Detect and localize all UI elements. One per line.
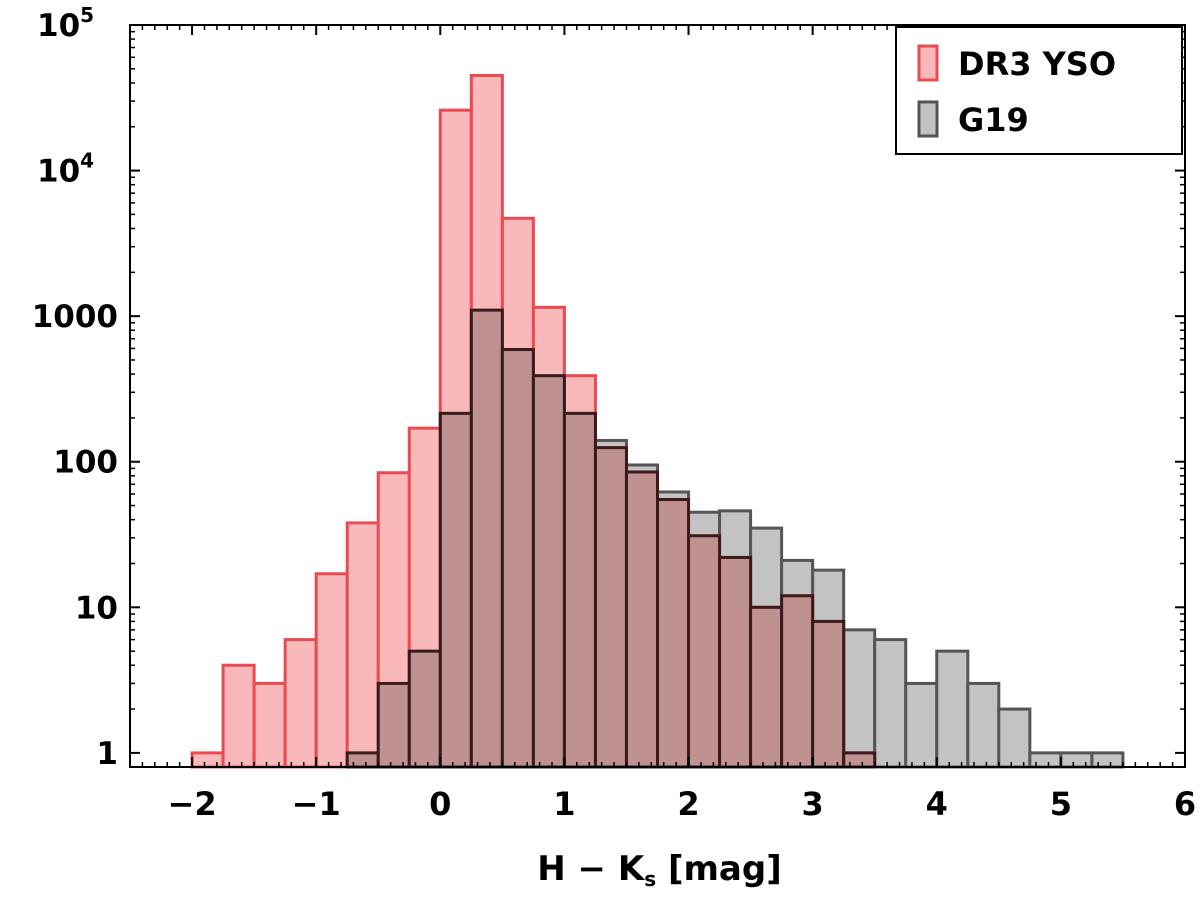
x-tick-label: 1 — [553, 785, 575, 823]
bar-overlap — [562, 411, 597, 769]
legend-box — [895, 26, 1183, 155]
y-tick-label: 104 — [37, 149, 94, 190]
legend-label: G19 — [958, 101, 1029, 139]
x-tick-label: 3 — [802, 785, 824, 823]
x-tick-label: 4 — [926, 785, 948, 823]
bar-series-2 — [1028, 751, 1063, 769]
x-axis-label: H − Ks [mag] — [537, 849, 782, 891]
bar-series-1 — [283, 638, 318, 769]
legend-swatch — [917, 100, 939, 138]
bar-series-2 — [1059, 751, 1094, 769]
y-tick-label: 10 — [75, 590, 118, 626]
bar-overlap — [407, 649, 442, 769]
bar-overlap — [624, 470, 659, 769]
bar-series-2 — [842, 628, 877, 769]
bar-overlap — [811, 619, 846, 769]
bar-series-2 — [904, 681, 939, 769]
bar-overlap — [718, 555, 753, 769]
bar-overlap — [842, 751, 877, 769]
bar-overlap — [780, 594, 815, 769]
bar-overlap — [531, 374, 566, 769]
bars-layer — [190, 73, 1125, 769]
x-tick-label: 2 — [677, 785, 699, 823]
bar-series-2 — [997, 707, 1032, 769]
bar-series-1 — [314, 572, 349, 769]
x-tick-label: 0 — [429, 785, 451, 823]
y-tick-label: 1 — [96, 736, 118, 772]
legend-swatch — [917, 44, 939, 82]
bar-series-1 — [221, 663, 256, 769]
x-tick-label: 5 — [1050, 785, 1072, 823]
bar-series-1 — [190, 751, 225, 769]
bar-overlap — [500, 348, 535, 769]
legend: DR3 YSO G19 — [895, 26, 1183, 155]
x-tick-label: −1 — [292, 785, 341, 823]
x-tick-label: −2 — [168, 785, 217, 823]
bar-series-2 — [873, 638, 908, 769]
legend-label: DR3 YSO — [958, 45, 1116, 83]
bar-series-2 — [1090, 751, 1125, 769]
plot-frame — [129, 24, 1186, 768]
bar-overlap — [687, 534, 722, 769]
bar-overlap — [749, 605, 784, 769]
bar-overlap — [345, 751, 380, 769]
bar-series-2 — [966, 681, 1001, 769]
labels-layer: −2 −1 0 1 2 3 4 5 6 1 10 100 1000 104 105 H − Ks [mag] — [32, 3, 1196, 891]
bar-series-1 — [345, 521, 380, 769]
y-tick-label: 1000 — [32, 299, 118, 335]
bar-overlap — [376, 681, 411, 769]
y-tick-label: 100 — [53, 445, 118, 481]
y-tick-label: 105 — [37, 3, 94, 44]
bar-overlap — [593, 446, 628, 769]
axes-layer — [129, 24, 1186, 768]
bar-overlap — [656, 498, 691, 769]
bar-overlap — [469, 308, 504, 769]
bar-series-1 — [252, 681, 287, 769]
bar-overlap — [438, 411, 473, 769]
bar-series-2 — [935, 649, 970, 769]
x-tick-label: 6 — [1174, 785, 1196, 823]
